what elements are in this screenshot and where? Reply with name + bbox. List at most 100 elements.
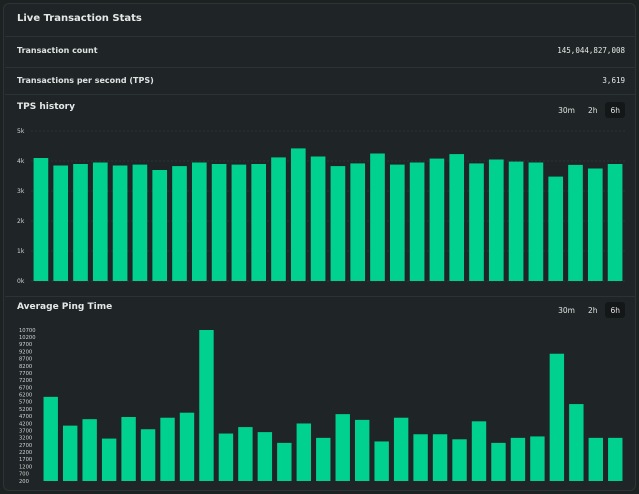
ping-bar[interactable]	[257, 432, 273, 481]
tps-bar[interactable]	[469, 163, 484, 281]
tps-bar[interactable]	[152, 170, 168, 281]
tps-bar[interactable]	[449, 154, 465, 281]
ping-timeframe-group: 30m 2h 6h	[553, 302, 625, 318]
tps-bar[interactable]	[251, 164, 267, 281]
ping-bar[interactable]	[491, 442, 506, 481]
ping-bar[interactable]	[471, 421, 487, 481]
ping-bar[interactable]	[393, 417, 409, 481]
ping-timeframe-2h-button[interactable]: 2h	[583, 302, 603, 318]
ping-bar[interactable]	[549, 353, 565, 481]
tps-bar[interactable]	[92, 162, 108, 282]
ping-bar[interactable]	[160, 417, 175, 481]
tps-value: 3,619	[602, 76, 625, 85]
tps-bar[interactable]	[587, 168, 603, 282]
ping-bar[interactable]	[140, 429, 156, 481]
ping-bar[interactable]	[43, 396, 58, 481]
tps-bar[interactable]	[568, 164, 583, 281]
tps-bar[interactable]	[191, 162, 207, 282]
ping-y-tick-label: 7200	[19, 378, 32, 384]
tps-label: Transactions per second (TPS)	[17, 76, 154, 85]
tps-history-chart: 0k 1k 2k 3k 4k 5k	[17, 128, 625, 285]
divider	[5, 36, 636, 37]
tps-bar[interactable]	[508, 161, 524, 281]
tps-bar[interactable]	[350, 163, 366, 281]
ping-y-tick-label: 1700	[19, 457, 32, 463]
ping-y-tick-label: 7700	[19, 371, 32, 377]
ping-y-tick-label: 6700	[19, 385, 32, 391]
tps-bar[interactable]	[73, 164, 88, 281]
ping-bar[interactable]	[296, 423, 312, 481]
card-title: Live Transaction Stats	[17, 13, 142, 24]
ping-time-title: Average Ping Time	[17, 302, 113, 312]
ping-y-tick-label: 700	[19, 472, 29, 478]
tps-bar[interactable]	[112, 165, 128, 282]
ping-bar[interactable]	[121, 417, 136, 481]
ping-timeframe-6h-button[interactable]: 6h	[605, 302, 625, 318]
ping-y-tick-label: 4700	[19, 414, 32, 420]
tps-bar[interactable]	[429, 158, 445, 281]
tps-bar[interactable]	[370, 153, 385, 282]
live-stats-card: Live Transaction Stats Transaction count…	[3, 3, 636, 491]
tps-bar[interactable]	[172, 166, 187, 281]
ping-y-tick-label: 1200	[19, 464, 32, 470]
tps-history-title: TPS history	[17, 102, 75, 112]
tps-bar[interactable]	[607, 164, 623, 281]
ping-bar[interactable]	[62, 425, 78, 481]
ping-y-tick-label: 10200	[19, 335, 36, 341]
ping-timeframe-30m-button[interactable]: 30m	[553, 302, 580, 318]
ping-y-tick-label: 5700	[19, 400, 32, 406]
ping-bar[interactable]	[374, 441, 389, 481]
ping-y-tick-label: 8700	[19, 357, 32, 363]
ping-bar[interactable]	[277, 442, 292, 481]
tps-bar[interactable]	[231, 164, 247, 281]
ping-bar[interactable]	[588, 437, 604, 481]
tps-timeframe-2h-button[interactable]: 2h	[583, 102, 603, 118]
ping-bar[interactable]	[316, 437, 331, 481]
ping-y-tick-label: 10700	[19, 328, 36, 334]
ping-bar[interactable]	[82, 419, 97, 481]
ping-bar[interactable]	[432, 434, 448, 481]
tps-bar[interactable]	[310, 156, 326, 282]
tps-y-tick-label: 0k	[17, 278, 25, 285]
ping-bar[interactable]	[608, 437, 623, 481]
ping-bar[interactable]	[530, 436, 545, 481]
tps-bar[interactable]	[132, 164, 148, 281]
ping-bar[interactable]	[101, 438, 117, 481]
ping-bar[interactable]	[199, 330, 214, 481]
ping-bar[interactable]	[218, 433, 234, 481]
tps-y-tick-label: 2k	[17, 218, 25, 225]
ping-bar[interactable]	[238, 427, 253, 481]
tps-bar[interactable]	[528, 162, 544, 282]
tps-bar[interactable]	[389, 164, 405, 281]
tps-y-tick-label: 5k	[17, 128, 25, 135]
ping-y-tick-label: 8200	[19, 364, 32, 370]
ping-y-tick-label: 9200	[19, 349, 32, 355]
tps-timeframe-group: 30m 2h 6h	[553, 102, 625, 118]
tps-bar[interactable]	[548, 176, 564, 281]
tps-timeframe-30m-button[interactable]: 30m	[553, 102, 580, 118]
tps-bar[interactable]	[53, 165, 69, 282]
tps-bar[interactable]	[33, 158, 49, 281]
tps-bar[interactable]	[271, 157, 286, 281]
ping-bar[interactable]	[452, 439, 467, 481]
tps-bar[interactable]	[330, 166, 346, 281]
ping-bar[interactable]	[335, 414, 350, 481]
tps-bar[interactable]	[488, 159, 504, 282]
tps-y-tick-label: 3k	[17, 188, 25, 195]
divider	[5, 296, 636, 297]
ping-bar[interactable]	[354, 419, 370, 481]
ping-bar[interactable]	[569, 404, 584, 481]
ping-bar[interactable]	[179, 412, 195, 481]
ping-y-tick-label: 6200	[19, 393, 32, 399]
tps-bar[interactable]	[290, 148, 306, 281]
divider	[5, 67, 636, 68]
transaction-count-label: Transaction count	[17, 46, 98, 55]
ping-bar[interactable]	[413, 434, 428, 481]
ping-bar[interactable]	[510, 437, 526, 481]
tps-timeframe-6h-button[interactable]: 6h	[605, 102, 625, 118]
tps-bar[interactable]	[409, 162, 425, 282]
ping-y-tick-label: 4200	[19, 421, 32, 427]
ping-y-tick-label: 5200	[19, 407, 32, 413]
tps-bar[interactable]	[211, 164, 227, 281]
